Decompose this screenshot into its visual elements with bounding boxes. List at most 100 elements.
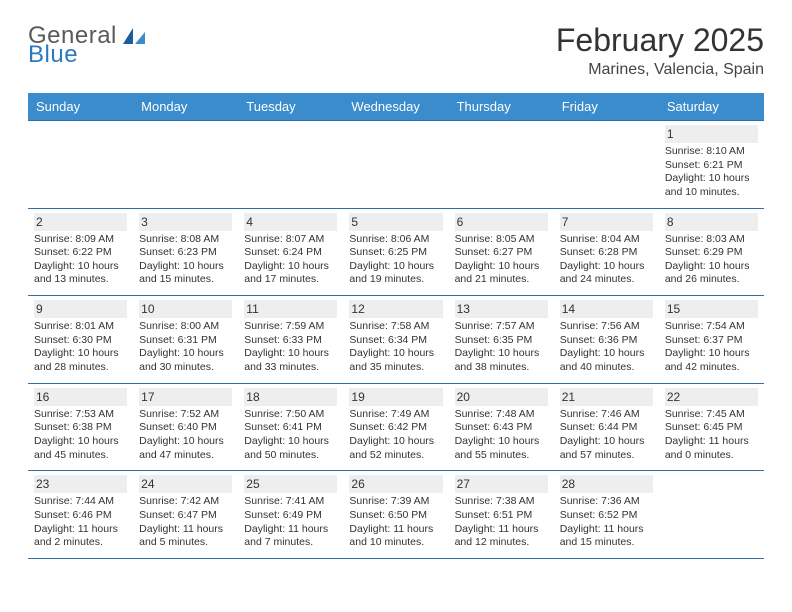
title-block: February 2025 Marines, Valencia, Spain xyxy=(556,22,764,79)
day-number: 23 xyxy=(34,475,127,493)
day-header: Friday xyxy=(554,93,659,121)
day-number: 5 xyxy=(349,213,442,231)
day-header: Monday xyxy=(133,93,238,121)
calendar-week-row: 1 Sunrise: 8:10 AMSunset: 6:21 PMDaylight… xyxy=(28,121,764,209)
calendar-cell: 2 Sunrise: 8:09 AMSunset: 6:22 PMDaylight… xyxy=(28,208,133,296)
day-number: 25 xyxy=(244,475,337,493)
day-number: 3 xyxy=(139,213,232,231)
calendar-cell xyxy=(554,121,659,209)
day-details: Sunrise: 7:53 AMSunset: 6:38 PMDaylight:… xyxy=(34,408,127,463)
day-details: Sunrise: 7:48 AMSunset: 6:43 PMDaylight:… xyxy=(455,408,548,463)
day-details: Sunrise: 7:50 AMSunset: 6:41 PMDaylight:… xyxy=(244,408,337,463)
day-number: 27 xyxy=(455,475,548,493)
day-header: Wednesday xyxy=(343,93,448,121)
day-header: Saturday xyxy=(659,93,764,121)
location-text: Marines, Valencia, Spain xyxy=(556,61,764,79)
calendar-cell: 25Sunrise: 7:41 AMSunset: 6:49 PMDayligh… xyxy=(238,471,343,559)
calendar-cell xyxy=(238,121,343,209)
calendar-cell: 28Sunrise: 7:36 AMSunset: 6:52 PMDayligh… xyxy=(554,471,659,559)
day-details: Sunrise: 7:54 AMSunset: 6:37 PMDaylight:… xyxy=(665,320,758,375)
calendar-cell: 15 Sunrise: 7:54 AMSunset: 6:37 PMDayligh… xyxy=(659,296,764,384)
calendar-cell: 4 Sunrise: 8:07 AMSunset: 6:24 PMDaylight… xyxy=(238,208,343,296)
calendar-cell: 17 Sunrise: 7:52 AMSunset: 6:40 PMDayligh… xyxy=(133,383,238,471)
day-details: Sunrise: 7:59 AMSunset: 6:33 PMDaylight:… xyxy=(244,320,337,375)
calendar-cell: 24 Sunrise: 7:42 AMSunset: 6:47 PMDayligh… xyxy=(133,471,238,559)
day-number: 14 xyxy=(560,300,653,318)
day-number: 9 xyxy=(34,300,127,318)
day-number: 1 xyxy=(665,125,758,143)
day-number: 4 xyxy=(244,213,337,231)
day-details: Sunrise: 8:09 AMSunset: 6:22 PMDaylight:… xyxy=(34,233,127,288)
day-number: 19 xyxy=(349,388,442,406)
calendar-cell: 12Sunrise: 7:58 AMSunset: 6:34 PMDayligh… xyxy=(343,296,448,384)
calendar-cell xyxy=(659,471,764,559)
day-number: 21 xyxy=(560,388,653,406)
calendar-week-row: 16 Sunrise: 7:53 AMSunset: 6:38 PMDayligh… xyxy=(28,383,764,471)
day-number: 15 xyxy=(665,300,758,318)
day-number: 22 xyxy=(665,388,758,406)
day-number: 17 xyxy=(139,388,232,406)
day-number: 24 xyxy=(139,475,232,493)
calendar-week-row: 9 Sunrise: 8:01 AMSunset: 6:30 PMDaylight… xyxy=(28,296,764,384)
day-number: 26 xyxy=(349,475,442,493)
calendar-cell xyxy=(28,121,133,209)
day-details: Sunrise: 8:03 AMSunset: 6:29 PMDaylight:… xyxy=(665,233,758,288)
calendar-cell: 20 Sunrise: 7:48 AMSunset: 6:43 PMDayligh… xyxy=(449,383,554,471)
day-details: Sunrise: 7:39 AMSunset: 6:50 PMDaylight:… xyxy=(349,495,442,550)
day-details: Sunrise: 8:05 AMSunset: 6:27 PMDaylight:… xyxy=(455,233,548,288)
calendar-cell: 11 Sunrise: 7:59 AMSunset: 6:33 PMDayligh… xyxy=(238,296,343,384)
calendar-cell: 27 Sunrise: 7:38 AMSunset: 6:51 PMDayligh… xyxy=(449,471,554,559)
calendar-cell: 26 Sunrise: 7:39 AMSunset: 6:50 PMDayligh… xyxy=(343,471,448,559)
brand-text-blue: Blue xyxy=(28,41,78,69)
calendar-cell: 7 Sunrise: 8:04 AMSunset: 6:28 PMDaylight… xyxy=(554,208,659,296)
day-details: Sunrise: 7:36 AMSunset: 6:52 PMDaylight:… xyxy=(560,495,653,550)
day-header: Tuesday xyxy=(238,93,343,121)
calendar-cell: 13Sunrise: 7:57 AMSunset: 6:35 PMDayligh… xyxy=(449,296,554,384)
day-number: 2 xyxy=(34,213,127,231)
day-details: Sunrise: 8:06 AMSunset: 6:25 PMDaylight:… xyxy=(349,233,442,288)
day-number: 18 xyxy=(244,388,337,406)
calendar-cell xyxy=(449,121,554,209)
calendar-cell: 19 Sunrise: 7:49 AMSunset: 6:42 PMDayligh… xyxy=(343,383,448,471)
calendar-cell: 23 Sunrise: 7:44 AMSunset: 6:46 PMDayligh… xyxy=(28,471,133,559)
brand-sail-icon xyxy=(121,26,147,46)
day-details: Sunrise: 8:10 AMSunset: 6:21 PMDaylight:… xyxy=(665,145,758,200)
calendar-cell: 22 Sunrise: 7:45 AMSunset: 6:45 PMDayligh… xyxy=(659,383,764,471)
calendar-cell: 9 Sunrise: 8:01 AMSunset: 6:30 PMDaylight… xyxy=(28,296,133,384)
calendar-cell: 3Sunrise: 8:08 AMSunset: 6:23 PMDaylight… xyxy=(133,208,238,296)
calendar-cell xyxy=(343,121,448,209)
calendar-cell: 6Sunrise: 8:05 AMSunset: 6:27 PMDaylight… xyxy=(449,208,554,296)
calendar-page: General February 2025 Marines, Valencia,… xyxy=(0,0,792,569)
day-details: Sunrise: 7:46 AMSunset: 6:44 PMDaylight:… xyxy=(560,408,653,463)
day-header: Sunday xyxy=(28,93,133,121)
day-details: Sunrise: 7:56 AMSunset: 6:36 PMDaylight:… xyxy=(560,320,653,375)
day-number: 10 xyxy=(139,300,232,318)
day-details: Sunrise: 7:38 AMSunset: 6:51 PMDaylight:… xyxy=(455,495,548,550)
calendar-body: 1 Sunrise: 8:10 AMSunset: 6:21 PMDaylight… xyxy=(28,121,764,559)
day-number: 8 xyxy=(665,213,758,231)
calendar-cell: 14 Sunrise: 7:56 AMSunset: 6:36 PMDayligh… xyxy=(554,296,659,384)
day-details: Sunrise: 7:52 AMSunset: 6:40 PMDaylight:… xyxy=(139,408,232,463)
day-number: 13 xyxy=(455,300,548,318)
calendar-cell: 16 Sunrise: 7:53 AMSunset: 6:38 PMDayligh… xyxy=(28,383,133,471)
day-details: Sunrise: 8:01 AMSunset: 6:30 PMDaylight:… xyxy=(34,320,127,375)
calendar-cell xyxy=(133,121,238,209)
calendar-cell: 21 Sunrise: 7:46 AMSunset: 6:44 PMDayligh… xyxy=(554,383,659,471)
day-details: Sunrise: 8:07 AMSunset: 6:24 PMDaylight:… xyxy=(244,233,337,288)
day-header: Thursday xyxy=(449,93,554,121)
day-details: Sunrise: 8:00 AMSunset: 6:31 PMDaylight:… xyxy=(139,320,232,375)
calendar-cell: 5 Sunrise: 8:06 AMSunset: 6:25 PMDaylight… xyxy=(343,208,448,296)
calendar-week-row: 2 Sunrise: 8:09 AMSunset: 6:22 PMDaylight… xyxy=(28,208,764,296)
day-number: 7 xyxy=(560,213,653,231)
day-number: 16 xyxy=(34,388,127,406)
calendar-header: SundayMondayTuesdayWednesdayThursdayFrid… xyxy=(28,93,764,121)
day-details: Sunrise: 7:49 AMSunset: 6:42 PMDaylight:… xyxy=(349,408,442,463)
day-details: Sunrise: 7:44 AMSunset: 6:46 PMDaylight:… xyxy=(34,495,127,550)
day-number: 11 xyxy=(244,300,337,318)
calendar-cell: 18 Sunrise: 7:50 AMSunset: 6:41 PMDayligh… xyxy=(238,383,343,471)
day-details: Sunrise: 7:45 AMSunset: 6:45 PMDaylight:… xyxy=(665,408,758,463)
calendar-week-row: 23 Sunrise: 7:44 AMSunset: 6:46 PMDayligh… xyxy=(28,471,764,559)
day-number: 20 xyxy=(455,388,548,406)
day-details: Sunrise: 8:04 AMSunset: 6:28 PMDaylight:… xyxy=(560,233,653,288)
day-details: Sunrise: 7:42 AMSunset: 6:47 PMDaylight:… xyxy=(139,495,232,550)
